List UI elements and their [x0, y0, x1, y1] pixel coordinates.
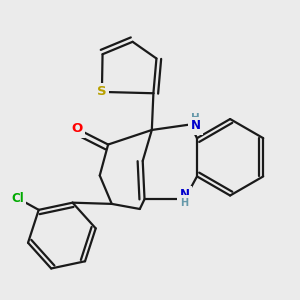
- Text: Cl: Cl: [11, 192, 24, 205]
- Text: O: O: [71, 122, 83, 135]
- Text: N: N: [190, 119, 200, 132]
- Text: H: H: [191, 113, 200, 123]
- Text: N: N: [180, 188, 190, 201]
- Text: H: H: [181, 198, 189, 208]
- Text: S: S: [97, 85, 107, 98]
